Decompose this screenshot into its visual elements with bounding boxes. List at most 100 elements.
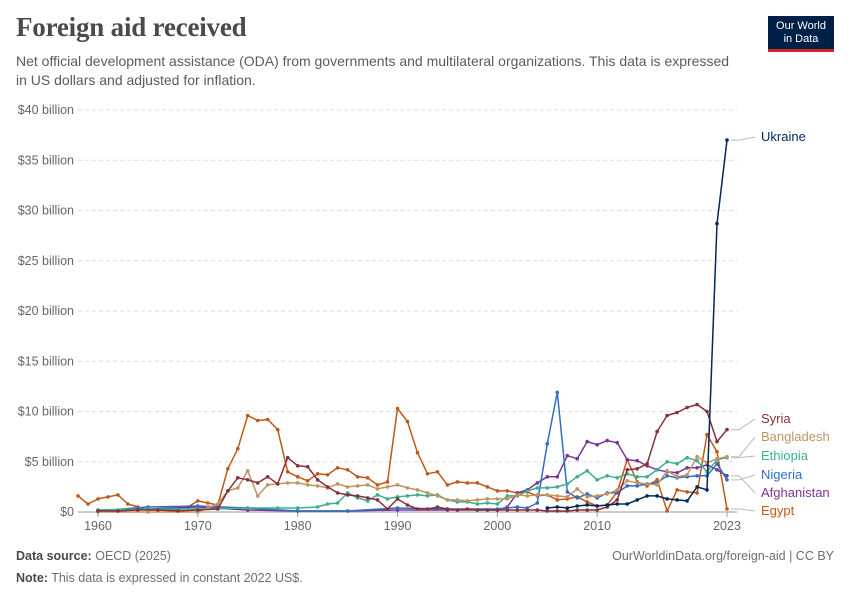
legend-label-egypt[interactable]: Egypt bbox=[761, 503, 795, 518]
data-point bbox=[515, 508, 520, 512]
data-point bbox=[555, 485, 560, 489]
series-nigeria[interactable] bbox=[96, 390, 729, 513]
data-point bbox=[475, 481, 480, 485]
legend-label-nigeria[interactable]: Nigeria bbox=[761, 467, 803, 482]
data-point bbox=[495, 502, 500, 506]
data-point bbox=[595, 508, 599, 512]
data-point bbox=[555, 390, 560, 395]
data-point bbox=[685, 473, 689, 477]
data-point bbox=[176, 509, 180, 513]
data-point bbox=[465, 499, 470, 503]
data-point bbox=[615, 476, 619, 480]
data-point bbox=[206, 501, 210, 505]
data-point bbox=[315, 505, 320, 509]
data-point bbox=[645, 462, 649, 466]
data-point bbox=[295, 481, 300, 485]
legend-label-ethiopia[interactable]: Ethiopia bbox=[761, 448, 809, 463]
logo-line-1: Our World bbox=[776, 20, 826, 32]
y-tick-label: $0 bbox=[60, 505, 74, 519]
legend-label-syria[interactable]: Syria bbox=[761, 411, 791, 426]
data-point bbox=[715, 449, 719, 454]
data-point bbox=[425, 491, 430, 495]
data-source-link[interactable]: OECD (2025) bbox=[95, 549, 171, 563]
data-point bbox=[116, 493, 120, 497]
data-point bbox=[136, 508, 140, 512]
data-point bbox=[585, 503, 589, 507]
data-point bbox=[505, 494, 510, 498]
series-line bbox=[98, 403, 728, 512]
legend-label-afghanistan[interactable]: Afghanistan bbox=[761, 485, 830, 500]
data-point bbox=[725, 454, 729, 459]
data-point bbox=[625, 484, 629, 488]
label-connector bbox=[731, 436, 756, 458]
x-tick-label: 2000 bbox=[483, 519, 511, 533]
data-point bbox=[265, 475, 270, 479]
data-point bbox=[665, 509, 669, 513]
data-point bbox=[545, 493, 550, 497]
data-point bbox=[96, 497, 100, 501]
data-point bbox=[695, 454, 699, 459]
chart-url[interactable]: OurWorldinData.org/foreign-aid | CC BY bbox=[612, 549, 834, 563]
data-point bbox=[345, 509, 350, 513]
data-point bbox=[445, 498, 450, 502]
data-point bbox=[665, 497, 669, 501]
owid-logo[interactable]: Our World in Data bbox=[768, 16, 834, 52]
data-point bbox=[525, 494, 530, 498]
data-point bbox=[555, 509, 560, 513]
data-point bbox=[695, 402, 699, 407]
y-tick-label: $15 billion bbox=[18, 354, 74, 368]
chart-note: Note: This data is expressed in constant… bbox=[16, 571, 303, 585]
label-connector bbox=[731, 508, 756, 512]
series-line bbox=[547, 140, 728, 509]
data-point bbox=[275, 506, 280, 510]
data-point bbox=[335, 491, 340, 495]
data-point bbox=[495, 508, 500, 512]
data-point bbox=[585, 500, 589, 504]
data-point bbox=[295, 464, 300, 468]
y-tick-label: $20 billion bbox=[18, 304, 74, 318]
data-point bbox=[665, 474, 669, 478]
data-point bbox=[575, 487, 579, 491]
series-syria[interactable] bbox=[96, 402, 729, 513]
data-point bbox=[285, 481, 290, 485]
data-point bbox=[445, 507, 450, 511]
data-point bbox=[565, 495, 570, 499]
data-point bbox=[625, 502, 629, 506]
data-point bbox=[435, 505, 440, 509]
data-point bbox=[335, 466, 340, 470]
series-ukraine[interactable] bbox=[545, 138, 729, 510]
data-point bbox=[565, 482, 570, 486]
series-line bbox=[97, 391, 728, 512]
axes: $0 $5 billion $10 billion $15 billion $20 bi… bbox=[18, 103, 741, 533]
data-point bbox=[625, 457, 629, 462]
data-point bbox=[355, 484, 360, 488]
data-point bbox=[615, 491, 619, 495]
data-point bbox=[725, 478, 729, 482]
data-point bbox=[585, 508, 589, 512]
data-point bbox=[525, 508, 530, 512]
data-point bbox=[535, 481, 540, 485]
data-point bbox=[365, 476, 370, 480]
y-tick-label: $10 billion bbox=[18, 405, 74, 419]
data-point bbox=[595, 478, 599, 482]
series-ethiopia[interactable] bbox=[96, 455, 729, 512]
legend-label-bangladesh[interactable]: Bangladesh bbox=[761, 429, 830, 444]
data-point bbox=[585, 439, 589, 444]
legend-label-ukraine[interactable]: Ukraine bbox=[761, 129, 806, 144]
chart-title: Foreign aid received bbox=[16, 12, 247, 42]
x-tick-label: 1970 bbox=[184, 519, 212, 533]
data-point bbox=[255, 418, 260, 423]
data-point bbox=[565, 509, 570, 513]
data-point bbox=[695, 485, 699, 489]
data-point bbox=[236, 446, 240, 451]
data-point bbox=[685, 405, 689, 410]
data-point bbox=[675, 462, 679, 466]
data-point bbox=[295, 509, 300, 513]
data-point bbox=[265, 417, 270, 422]
series-bangladesh[interactable] bbox=[96, 454, 729, 514]
data-point bbox=[196, 504, 200, 508]
data-point bbox=[715, 456, 719, 461]
data-point bbox=[635, 475, 639, 479]
data-point bbox=[685, 499, 689, 503]
data-point bbox=[535, 486, 540, 490]
